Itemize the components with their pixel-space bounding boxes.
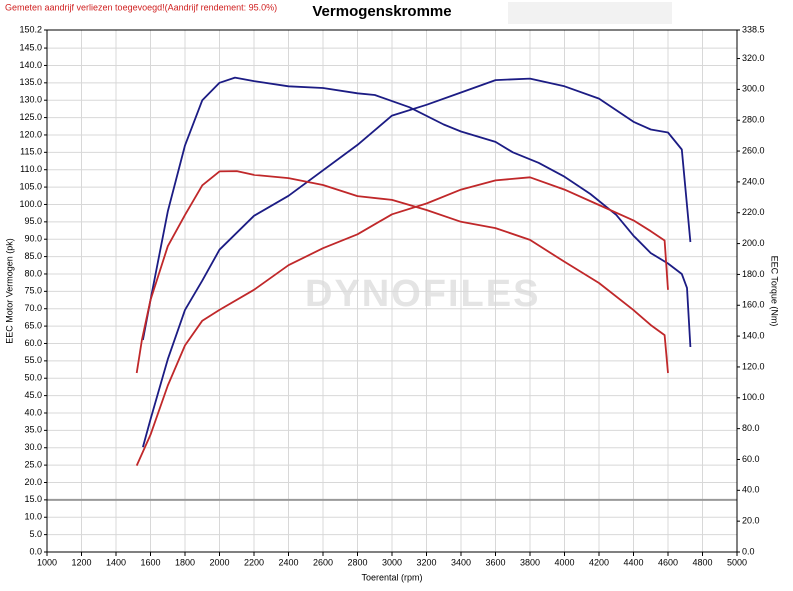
data-line: [142, 77, 692, 448]
y-tick-label: 20.0: [24, 477, 42, 487]
x-tick-label: 2200: [244, 557, 264, 567]
note: Gemeten aandrijf verliezen toegevoegd!(A…: [5, 2, 277, 12]
y-tick-label: 75.0: [24, 286, 42, 296]
y2-tick-label: 160.0: [742, 300, 765, 310]
y-tick-label: 60.0: [24, 338, 42, 348]
chart-title: Vermogenskromme: [312, 3, 451, 20]
y2-tick-label: 80.0: [742, 423, 760, 433]
y-tick-label: 70.0: [24, 303, 42, 313]
y-tick-label: 100.0: [19, 199, 42, 209]
y-tick-label: 10.0: [24, 512, 42, 522]
x-tick-label: 3800: [520, 557, 540, 567]
x-tick-label: 4200: [589, 557, 609, 567]
y-axis-label: EEC Motor Vermogen (pk): [4, 238, 14, 344]
y2-tick-label: 300.0: [742, 84, 765, 94]
x-tick-label: 1600: [140, 557, 160, 567]
y-tick-label: 35.0: [24, 425, 42, 435]
y2-axis-label: EEC Torque (Nm): [770, 256, 780, 327]
x-tick-label: 2800: [347, 557, 367, 567]
y2-tick-label: 40.0: [742, 485, 760, 495]
y2-tick-label: 100.0: [742, 392, 765, 402]
y-tick-label: 80.0: [24, 268, 42, 278]
y-tick-label: 85.0: [24, 251, 42, 261]
x-axis-label: Toerental (rpm): [361, 572, 422, 582]
x-tick-label: 3600: [485, 557, 505, 567]
y-tick-label: 45.0: [24, 390, 42, 400]
x-tick-label: 2600: [313, 557, 333, 567]
x-tick-label: 5000: [727, 557, 747, 567]
x-tick-label: 4000: [554, 557, 574, 567]
x-tick-label: 1400: [106, 557, 126, 567]
x-tick-label: 3400: [451, 557, 471, 567]
x-tick-label: 4800: [692, 557, 712, 567]
y-tick-label: 40.0: [24, 407, 42, 417]
y-tick-label: 150.2: [19, 24, 42, 34]
y-tick-label: 25.0: [24, 459, 42, 469]
x-tick-label: 3200: [416, 557, 436, 567]
y-tick-label: 30.0: [24, 442, 42, 452]
x-tick-label: 1000: [37, 557, 57, 567]
x-tick-label: 1800: [175, 557, 195, 567]
y-tick-label: 50.0: [24, 373, 42, 383]
y2-tick-label: 120.0: [742, 361, 765, 371]
y-tick-label: 5.0: [29, 529, 42, 539]
y2-tick-label: 20.0: [742, 516, 760, 526]
y-tick-label: 115.0: [20, 147, 42, 157]
blank-box: [508, 2, 672, 24]
data-line: [142, 76, 692, 348]
y2-tick-label: 280.0: [742, 115, 765, 125]
y2-tick-label: 60.0: [742, 454, 760, 464]
y2-tick-label: 0.0: [742, 546, 755, 556]
y-tick-label: 90.0: [24, 234, 42, 244]
y-tick-label: 15.0: [24, 494, 42, 504]
y2-tick-label: 200.0: [742, 238, 765, 248]
y-tick-label: 120.0: [19, 129, 42, 139]
x-tick-label: 1200: [71, 557, 91, 567]
x-tick-label: 2000: [209, 557, 229, 567]
y2-tick-label: 320.0: [742, 53, 765, 63]
y-tick-label: 130.0: [19, 95, 42, 105]
data-line: [135, 176, 669, 466]
y-tick-label: 95.0: [24, 216, 42, 226]
y-tick-label: 55.0: [24, 355, 42, 365]
y-tick-label: 110.0: [20, 164, 42, 174]
x-tick-label: 2400: [278, 557, 298, 567]
watermark: DYNOFILES: [305, 273, 540, 315]
y2-tick-label: 140.0: [742, 330, 765, 340]
plot-frame: [46, 29, 738, 553]
y-tick-label: 140.0: [19, 60, 42, 70]
y-tick-label: 0.0: [29, 546, 42, 556]
data-line: [135, 170, 669, 374]
y2-tick-label: 180.0: [742, 269, 765, 279]
y-tick-label: 135.0: [19, 77, 42, 87]
y-tick-label: 65.0: [24, 320, 42, 330]
y2-tick-label: 260.0: [742, 145, 765, 155]
y-tick-label: 145.0: [19, 42, 42, 52]
y2-tick-label: 220.0: [742, 207, 765, 217]
x-tick-label: 4600: [658, 557, 678, 567]
y2-tick-label: 240.0: [742, 176, 765, 186]
x-tick-label: 4400: [623, 557, 643, 567]
x-tick-label: 3000: [382, 557, 402, 567]
y-tick-label: 105.0: [19, 181, 42, 191]
y2-tick-label: 338.5: [742, 24, 765, 34]
y-tick-label: 125.0: [19, 112, 42, 122]
